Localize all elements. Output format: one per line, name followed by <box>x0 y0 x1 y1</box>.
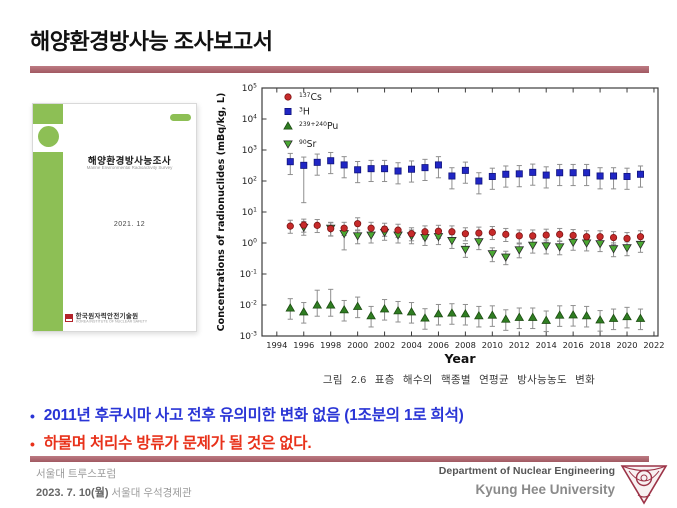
bullet-marker: • <box>30 435 35 452</box>
footer-university: Kyung Hee University <box>475 482 615 497</box>
bullet-marker: • <box>30 408 35 424</box>
svg-text:104: 104 <box>242 114 257 126</box>
svg-text:103: 103 <box>242 145 257 157</box>
svg-text:10-3: 10-3 <box>240 331 258 343</box>
cover-accent-circle <box>38 126 59 147</box>
footer-date-venue: 2023. 7. 10(월) 서울대 우석경제관 <box>36 484 192 500</box>
svg-text:Concentrations of radionuclide: Concentrations of radionuclides (mBq/kg,… <box>216 93 227 332</box>
svg-text:101: 101 <box>242 207 257 219</box>
svg-text:3H: 3H <box>299 106 310 117</box>
svg-text:10-1: 10-1 <box>240 269 258 281</box>
slide-title: 해양환경방사능 조사보고서 <box>30 29 273 54</box>
svg-text:105: 105 <box>242 83 257 95</box>
cover-date: 2021. 12 <box>113 221 146 228</box>
svg-text:2000: 2000 <box>347 340 368 350</box>
svg-text:1996: 1996 <box>293 340 314 350</box>
bullet-text: 2011년 후쿠시마 사고 전후 유의미한 변화 없음 (1조분의 1로 희석) <box>43 407 464 424</box>
footer-org: 서울대 트루스포럼 <box>36 468 117 480</box>
svg-text:2022: 2022 <box>643 340 664 350</box>
footer-right: Department of Nuclear Engineering Kyung … <box>439 465 615 497</box>
bullet-text: 하물며 처리수 방류가 문제가 될 것은 없다. <box>43 434 312 452</box>
svg-text:239+240Pu: 239+240Pu <box>299 121 338 132</box>
svg-text:102: 102 <box>242 176 257 188</box>
svg-text:2006: 2006 <box>428 340 449 350</box>
radionuclide-plot: 10-3 10-2 10-1 100 101 102 103 104 105 1994 1996 19… <box>216 83 665 367</box>
bullet-list: • 2011년 후쿠시마 사고 전후 유의미한 변화 없음 (1조분의 1로 희… <box>30 407 665 462</box>
chart-caption: 그림 2.6 표층 해수의 핵종별 연평균 방사능농도 변화 <box>322 374 596 386</box>
svg-text:2020: 2020 <box>616 340 637 350</box>
bottom-accent-bar <box>30 456 649 462</box>
svg-text:Year: Year <box>444 351 477 366</box>
cover-title: 해양환경방사능조사 <box>87 156 172 167</box>
chart-figure: 10-3 10-2 10-1 100 101 102 103 104 105 1994 1996 19… <box>213 80 673 398</box>
svg-text:137Cs: 137Cs <box>299 92 322 103</box>
svg-text:1994: 1994 <box>266 340 287 350</box>
cover-publisher: 한국원자력안전기술원 KOREA INSTITUTE OF NUCLEAR SA… <box>63 310 196 326</box>
svg-text:2010: 2010 <box>482 340 503 350</box>
svg-text:1998: 1998 <box>320 340 341 350</box>
svg-text:2008: 2008 <box>455 340 476 350</box>
svg-text:2014: 2014 <box>536 340 557 350</box>
svg-text:10-2: 10-2 <box>240 300 258 312</box>
footer-date: 2023. 7. 10(월) <box>36 487 109 499</box>
footer-department: Department of Nuclear Engineering <box>438 465 615 477</box>
svg-text:2002: 2002 <box>374 340 395 350</box>
bullet-item-fukushima: • 2011년 후쿠시마 사고 전후 유의미한 변화 없음 (1조분의 1로 희… <box>30 407 665 426</box>
svg-text:90Sr: 90Sr <box>299 139 317 150</box>
svg-text:2004: 2004 <box>401 340 422 350</box>
footer-left: 서울대 트루스포럼 2023. 7. 10(월) 서울대 우석경제관 <box>36 466 192 500</box>
svg-text:2012: 2012 <box>509 340 530 350</box>
svg-text:2016: 2016 <box>563 340 584 350</box>
publisher-subname: KOREA INSTITUTE OF NUCLEAR SAFETY <box>75 320 147 324</box>
publisher-logo-icon <box>64 314 73 322</box>
cover-badge <box>170 114 191 121</box>
top-accent-bar <box>30 66 649 73</box>
svg-text:2018: 2018 <box>590 340 611 350</box>
cover-accent-block <box>33 104 63 124</box>
publisher-name: 한국원자력안전기술원 <box>75 313 139 320</box>
cover-accent-stripe <box>33 152 63 331</box>
report-cover-image: 해양환경방사능조사 Marine Environmental Radioacti… <box>32 103 197 332</box>
cover-subtitle: Marine Environmental Radioactivity Surve… <box>86 166 173 171</box>
university-emblem-icon <box>620 465 668 505</box>
svg-text:100: 100 <box>242 238 257 250</box>
footer-venue: 서울대 우석경제관 <box>108 487 192 499</box>
bullet-item-discharge: • 하물며 처리수 방류가 문제가 될 것은 없다. <box>30 435 665 454</box>
